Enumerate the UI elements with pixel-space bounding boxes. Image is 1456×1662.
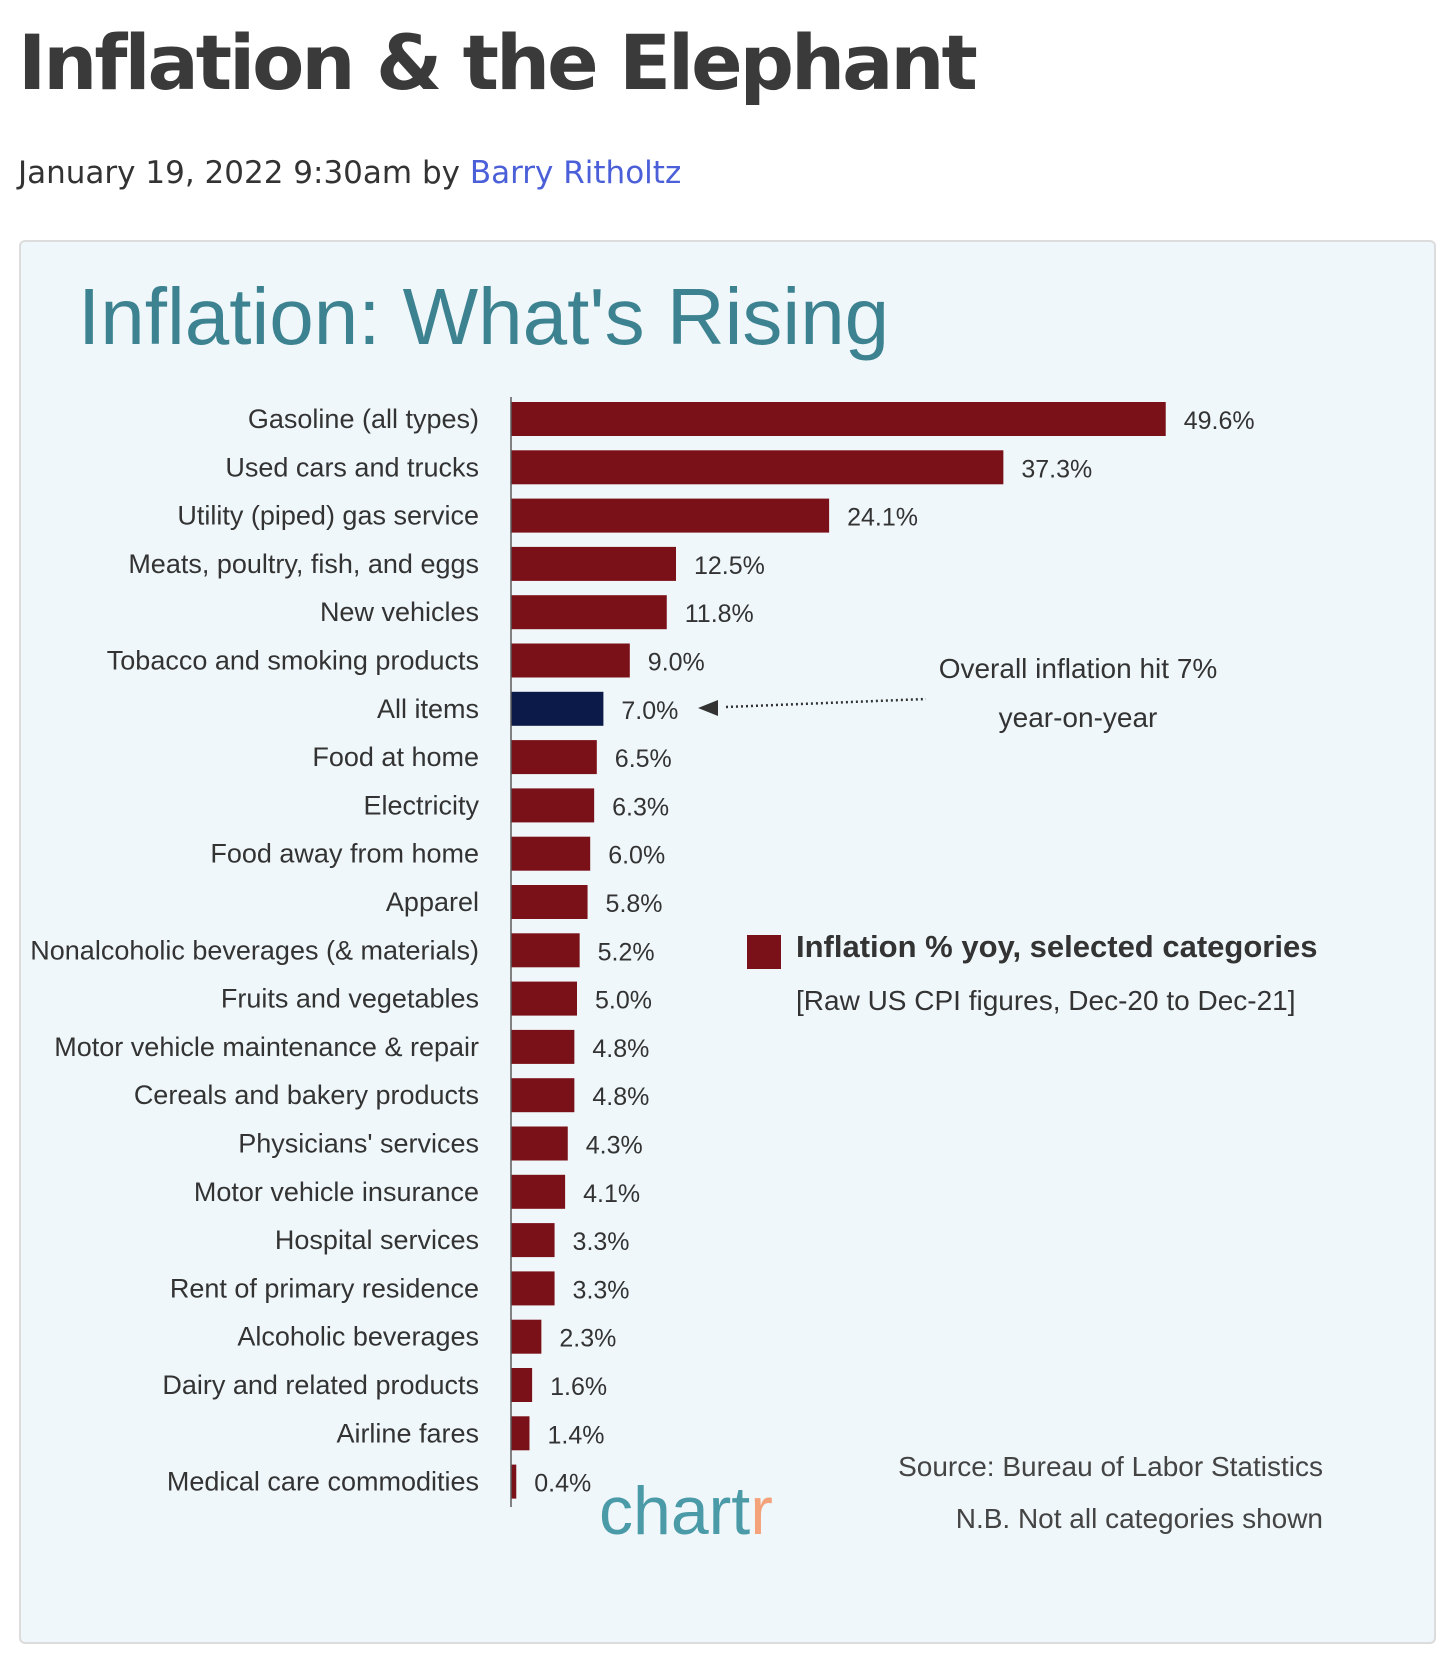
- value-label: 2.3%: [559, 1325, 616, 1353]
- bar: [511, 981, 577, 1016]
- annotation-line-1: Overall inflation hit 7%: [939, 653, 1218, 684]
- bar: [511, 1223, 555, 1258]
- bar: [511, 740, 597, 775]
- annotation-arrow: [725, 697, 927, 709]
- byline-by: by: [421, 155, 460, 191]
- category-label: Utility (piped) gas service: [177, 501, 479, 531]
- value-label: 6.0%: [608, 842, 665, 870]
- value-label: 11.8%: [685, 600, 754, 628]
- byline: January 19, 2022 9:30am by Barry Ritholt…: [18, 155, 681, 191]
- category-label: Cereals and bakery products: [134, 1080, 479, 1110]
- category-label: Meats, poultry, fish, and eggs: [128, 549, 479, 579]
- bar: [511, 498, 830, 533]
- value-label: 37.3%: [1021, 455, 1092, 483]
- value-label: 9.0%: [648, 649, 705, 677]
- value-label: 4.1%: [583, 1180, 640, 1208]
- value-label: 0.4%: [534, 1470, 591, 1498]
- category-label: Nonalcoholic beverages (& materials): [30, 935, 479, 965]
- bar: [511, 546, 676, 581]
- value-label: 4.8%: [592, 1035, 649, 1063]
- annotation-arrowhead: [698, 700, 718, 716]
- value-label: 4.8%: [592, 1083, 649, 1111]
- bar: [511, 450, 1004, 485]
- value-label: 3.3%: [573, 1228, 630, 1256]
- value-label: 12.5%: [694, 552, 765, 580]
- category-label: Medical care commodities: [167, 1467, 479, 1497]
- value-label: 6.5%: [615, 745, 672, 773]
- category-label: Rent of primary residence: [170, 1273, 479, 1303]
- category-label: Airline fares: [336, 1418, 479, 1448]
- value-label: 49.6%: [1184, 407, 1255, 435]
- bars-group: Gasoline (all types) 49.6% Used cars and t…: [30, 402, 1255, 1499]
- category-label: Electricity: [363, 790, 479, 820]
- chart-card: Inflation: What's Rising Gasoline (all t…: [19, 240, 1436, 1644]
- bar: [511, 1271, 555, 1306]
- chartr-logo: chartr: [599, 1473, 773, 1549]
- legend-label: Inflation % yoy, selected categories: [796, 929, 1317, 964]
- chart-title: Inflation: What's Rising: [78, 272, 889, 361]
- value-label: 5.8%: [606, 890, 663, 918]
- legend: Inflation % yoy, selected categories [Ra…: [747, 929, 1317, 1016]
- category-label: Motor vehicle insurance: [194, 1177, 479, 1207]
- value-label: 24.1%: [847, 504, 918, 532]
- author-link[interactable]: Barry Ritholtz: [469, 155, 682, 191]
- note-text: N.B. Not all categories shown: [956, 1503, 1323, 1534]
- category-label: Hospital services: [275, 1225, 479, 1255]
- legend-swatch: [747, 935, 781, 969]
- category-label: Food at home: [312, 742, 479, 772]
- bar: [511, 1174, 566, 1209]
- annotation-line-2: year-on-year: [999, 702, 1158, 733]
- category-label: Food away from home: [210, 839, 479, 869]
- value-label: 5.0%: [595, 987, 652, 1015]
- post-date: January 19, 2022 9:30am: [18, 155, 413, 191]
- bar: [511, 836, 591, 871]
- category-label: Alcoholic beverages: [237, 1322, 479, 1352]
- bar: [511, 1029, 575, 1064]
- bar: [511, 1126, 568, 1161]
- bar: [511, 1078, 575, 1113]
- bar: [511, 885, 588, 919]
- value-label: 1.4%: [547, 1421, 604, 1449]
- bar: [511, 788, 595, 823]
- value-label: 3.3%: [573, 1276, 630, 1304]
- value-label: 4.3%: [586, 1132, 643, 1160]
- bar: [511, 1368, 533, 1402]
- value-label: 1.6%: [550, 1373, 607, 1401]
- category-label: Motor vehicle maintenance & repair: [54, 1032, 479, 1062]
- bar: [511, 1464, 517, 1499]
- category-label: Apparel: [386, 887, 479, 917]
- page-title: Inflation & the Elephant: [18, 18, 978, 107]
- value-label: 6.3%: [612, 793, 669, 821]
- bar: [511, 1319, 542, 1354]
- category-label: Dairy and related products: [162, 1370, 479, 1400]
- category-label: Tobacco and smoking products: [107, 646, 479, 676]
- value-label: 7.0%: [621, 697, 678, 725]
- bar: [511, 595, 667, 630]
- source-text: Source: Bureau of Labor Statistics: [898, 1451, 1323, 1482]
- category-label: Used cars and trucks: [225, 452, 479, 482]
- bar: [511, 402, 1166, 436]
- legend-sublabel: [Raw US CPI figures, Dec-20 to Dec-21]: [796, 985, 1296, 1016]
- category-label: All items: [377, 694, 479, 724]
- bar: [511, 933, 580, 968]
- annotation: Overall inflation hit 7% year-on-year: [698, 653, 1217, 733]
- category-label: New vehicles: [320, 597, 479, 627]
- category-label: Gasoline (all types): [248, 404, 479, 434]
- bar: [511, 643, 630, 678]
- category-label: Physicians' services: [238, 1129, 479, 1159]
- bar: [511, 1416, 530, 1451]
- value-label: 5.2%: [598, 938, 655, 966]
- category-label: Fruits and vegetables: [221, 984, 479, 1014]
- bar-all-items: [511, 691, 604, 726]
- bar-chart: Inflation: What's Rising Gasoline (all t…: [30, 272, 1323, 1549]
